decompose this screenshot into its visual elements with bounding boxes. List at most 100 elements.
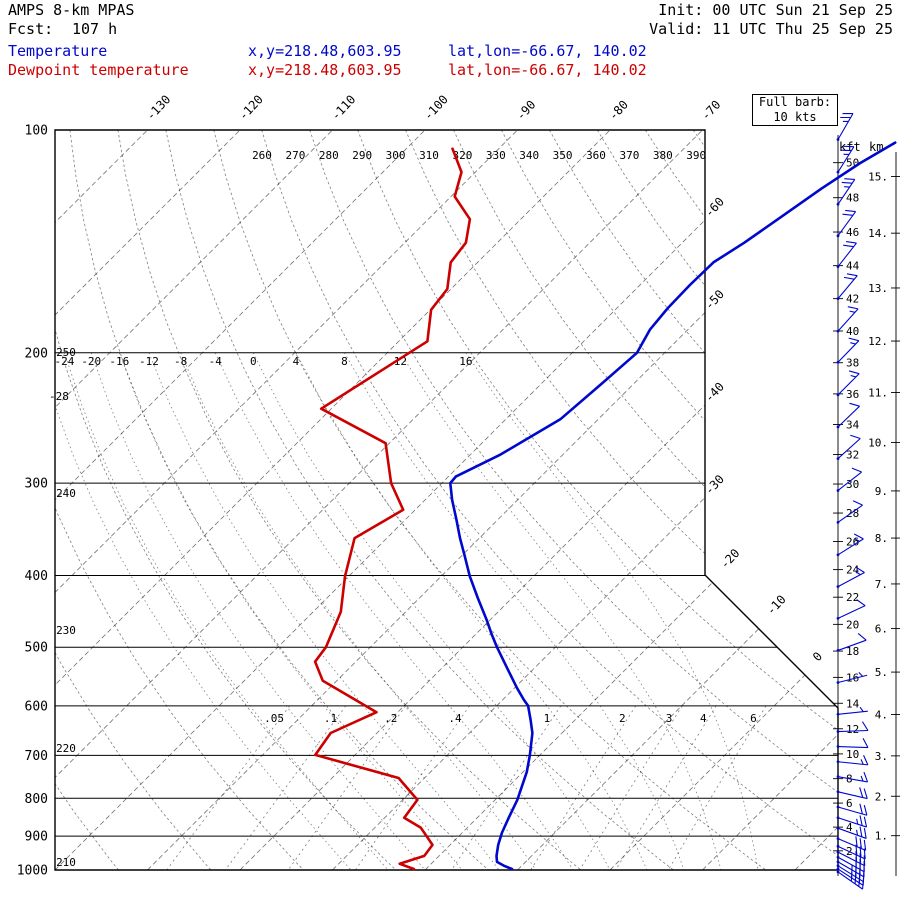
svg-text:300: 300 [386, 149, 406, 162]
init-value: 00 UTC Sun 21 Sep 25 [712, 1, 893, 19]
svg-text:250: 250 [56, 346, 76, 359]
svg-text:100: 100 [25, 124, 48, 139]
svg-text:6.: 6. [875, 623, 888, 636]
wind-barb [836, 803, 868, 816]
svg-text:1.: 1. [875, 830, 888, 843]
svg-text:-20: -20 [81, 355, 101, 368]
wind-barb [836, 533, 864, 557]
svg-text:1000: 1000 [17, 864, 48, 879]
svg-text:12: 12 [394, 355, 407, 368]
init-label: Init: [658, 1, 704, 19]
svg-text:4: 4 [846, 821, 853, 834]
svg-text:42: 42 [846, 293, 859, 306]
svg-text:13.: 13. [868, 282, 888, 295]
svg-text:11.: 11. [868, 386, 888, 399]
svg-text:16: 16 [459, 355, 472, 368]
svg-text:9.: 9. [875, 485, 888, 498]
wind-barb [836, 273, 858, 301]
wind-barb [836, 771, 869, 783]
svg-text:3.: 3. [875, 750, 888, 763]
wind-barb [836, 870, 865, 890]
svg-text:44: 44 [846, 260, 860, 273]
svg-text:1: 1 [544, 712, 551, 725]
temperature-legend-latlon: lat,lon=-66.67, 140.02 [448, 42, 647, 60]
wind-barb [836, 566, 865, 588]
svg-text:8: 8 [341, 355, 348, 368]
wind-barb [836, 306, 859, 333]
svg-text:240: 240 [56, 487, 76, 500]
moist-adiabat-lines [55, 352, 759, 870]
svg-text:46: 46 [846, 226, 859, 239]
svg-text:-40: -40 [702, 380, 727, 405]
svg-text:26: 26 [846, 536, 859, 549]
valid-value: 11 UTC Thu 25 Sep 25 [712, 20, 893, 38]
svg-text:3: 3 [666, 712, 673, 725]
svg-text:10.: 10. [868, 436, 888, 449]
pressure-gridlines [55, 129, 838, 871]
svg-text:340: 340 [519, 149, 539, 162]
svg-text:350: 350 [553, 149, 573, 162]
dewpoint-trace [313, 147, 472, 871]
wind-barb [836, 633, 867, 652]
svg-text:360: 360 [586, 149, 606, 162]
svg-text:4: 4 [700, 712, 707, 725]
wind-barb [836, 241, 857, 269]
wind-barb [836, 467, 862, 492]
wind-barb [836, 826, 867, 839]
svg-text:38: 38 [846, 357, 859, 370]
svg-text:24: 24 [846, 564, 860, 577]
svg-text:380: 380 [653, 149, 673, 162]
temperature-trace [448, 141, 897, 871]
svg-text:800: 800 [25, 792, 48, 807]
svg-text:30: 30 [846, 478, 859, 491]
svg-text:200: 200 [25, 346, 48, 361]
svg-text:-100: -100 [421, 92, 451, 123]
svg-text:-12: -12 [139, 355, 159, 368]
model-name: AMPS 8-km MPAS [8, 1, 135, 19]
svg-text:400: 400 [25, 569, 48, 584]
svg-text:22: 22 [846, 591, 859, 604]
svg-text:-130: -130 [143, 92, 173, 123]
wind-barb-column [836, 112, 869, 890]
svg-text:390: 390 [686, 149, 706, 162]
wind-barb [836, 787, 868, 800]
dewpoint-legend-label: Dewpoint temperature [8, 61, 189, 79]
barb-legend-line1: Full barb: [758, 95, 832, 109]
svg-text:14: 14 [846, 697, 860, 710]
svg-text:18: 18 [846, 645, 859, 658]
fcst-value: 107 h [72, 20, 118, 38]
svg-text:260: 260 [252, 149, 272, 162]
svg-text:290: 290 [352, 149, 372, 162]
svg-text:0: 0 [810, 649, 825, 664]
svg-text:230: 230 [56, 624, 76, 637]
svg-text:34: 34 [846, 418, 860, 431]
svg-text:330: 330 [486, 149, 506, 162]
svg-text:16: 16 [846, 671, 859, 684]
svg-text:12.: 12. [868, 335, 888, 348]
background-grid [55, 130, 838, 870]
svg-text:4: 4 [293, 355, 300, 368]
svg-text:32: 32 [846, 449, 859, 462]
wind-barb [836, 402, 860, 429]
wind-barb [836, 672, 868, 684]
svg-text:310: 310 [419, 149, 439, 162]
wind-barb [836, 836, 867, 851]
wind-barb [836, 721, 869, 733]
grid-labels: -24 -20 -16 -12 -8 -4 0 4 8 12 16-28.05.1.2.4 1 2 3 4 6… [17, 92, 900, 879]
wind-barb [836, 815, 868, 828]
sounding-traces [313, 141, 897, 871]
svg-text:500: 500 [25, 641, 48, 656]
svg-text:10: 10 [846, 748, 859, 761]
svg-text:270: 270 [285, 149, 305, 162]
svg-text:220: 220 [56, 742, 76, 755]
dewpoint-legend-latlon: lat,lon=-66.67, 140.02 [448, 61, 647, 79]
svg-text:6: 6 [750, 712, 757, 725]
svg-text:280: 280 [319, 149, 339, 162]
fcst-label: Fcst: [8, 20, 54, 38]
svg-text:-16: -16 [109, 355, 129, 368]
barb-legend-box: Full barb: 10 kts [752, 94, 838, 126]
svg-text:-80: -80 [606, 98, 631, 123]
temperature-legend-xy: x,y=218.48,603.95 [248, 42, 402, 60]
